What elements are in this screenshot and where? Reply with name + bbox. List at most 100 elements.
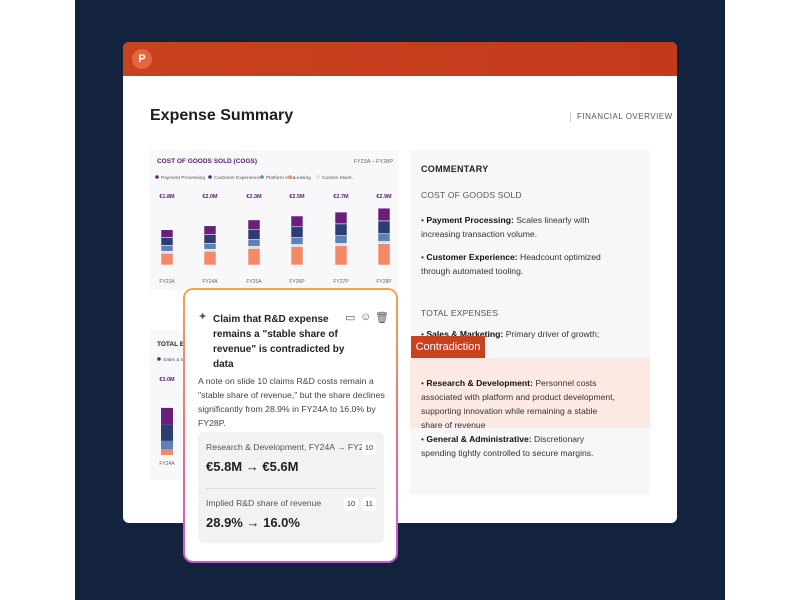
- bar-segment: [377, 243, 391, 266]
- bullet-text: Headcount optimized through automated to…: [421, 252, 601, 276]
- badge: 10: [362, 441, 376, 455]
- value-label: €3.0M: [159, 377, 175, 383]
- bar-segment: [247, 219, 261, 230]
- chart-range: FY23A – FY28P: [354, 159, 394, 165]
- section-label: FINANCIAL OVERVIEW: [570, 112, 673, 122]
- legend-label: Custom Maint.: [322, 175, 353, 181]
- bullet-text: Scales linearly with increasing transact…: [421, 215, 590, 239]
- bar-segment: [377, 241, 391, 244]
- bullet-label: Customer Experience:: [426, 252, 518, 262]
- popup-text: A note on slide 10 claims R&D costs rema…: [198, 376, 385, 428]
- comment-icon[interactable]: ▭: [345, 312, 356, 324]
- legend-label: Leasing: [294, 175, 311, 181]
- bar-segment: [290, 226, 304, 238]
- total-label: €2.7M: [333, 194, 349, 200]
- popup-body: ✦ Claim that R&D expense remains a "stab…: [185, 290, 396, 561]
- x-tick-label: FY27P: [333, 279, 349, 285]
- bar-segment: [334, 211, 348, 225]
- bar-part: [161, 440, 173, 450]
- bar-segment: [377, 207, 391, 222]
- bullet-label: Payment Processing:: [426, 215, 514, 225]
- total-label: €1.8M: [159, 194, 175, 200]
- legend-marker: [288, 175, 292, 179]
- bullet: • Payment Processing: Scales linearly wi…: [421, 215, 590, 239]
- bar-segment: [160, 229, 174, 238]
- bar-segment: [377, 233, 391, 242]
- legend-label: Customer Experience: [214, 175, 260, 181]
- delete-icon[interactable]: 🗑: [375, 312, 389, 324]
- sparkle-icon: ✦: [198, 311, 208, 323]
- total-label: €2.9M: [376, 194, 392, 200]
- legend-marker: [157, 357, 161, 361]
- bullet: • Research & Development: Personnel cost…: [421, 378, 615, 430]
- card: [150, 150, 398, 290]
- total-label: €2.3M: [246, 194, 262, 200]
- bar-segment: [377, 220, 391, 234]
- x-tick-label: FY25A: [246, 279, 262, 285]
- bar-part: [161, 407, 173, 425]
- bar-segment: [247, 229, 261, 240]
- bar-part: [161, 424, 173, 441]
- bar-segment: [247, 246, 261, 249]
- bar-part: [161, 449, 173, 455]
- commentary-title: COMMENTARY: [421, 164, 489, 174]
- chart-title: COST OF GOODS SOLD (COGS): [157, 158, 257, 165]
- bullet-label: Sales & Marketing:: [426, 329, 504, 339]
- highlight: [410, 358, 650, 428]
- bullet-label: Research & Development:: [426, 378, 533, 388]
- slide-title: Expense Summary: [150, 107, 294, 124]
- legend-label: Sales & Ma: [163, 357, 188, 363]
- bar-segment: [334, 243, 348, 246]
- total-label: €2.0M: [202, 194, 218, 200]
- cogs-chart: COST OF GOODS SOLD (COGS) FY23A – FY28P Pa…: [150, 150, 398, 290]
- bar-segment: [334, 235, 348, 244]
- x-tick-label: FY24A: [159, 461, 175, 467]
- bar-segment: [290, 237, 304, 245]
- bar-segment: [160, 252, 174, 266]
- bullet-label: General & Administrative:: [426, 434, 532, 444]
- bar-segment: [334, 223, 348, 236]
- section-heading: COST OF GOODS SOLD: [421, 190, 522, 200]
- section-heading: TOTAL EXPENSES: [421, 308, 499, 318]
- bullet: • General & Administrative: Discretionar…: [421, 434, 594, 458]
- bar-segment: [160, 245, 174, 252]
- legend-marker: [316, 175, 320, 179]
- fact-value: €5.8M → €5.6M: [206, 459, 299, 474]
- legend-marker: [260, 175, 264, 179]
- commentary-panel: [410, 150, 650, 495]
- legend-marker: [208, 175, 212, 179]
- bullet: • Customer Experience: Headcount optimiz…: [421, 252, 601, 276]
- bar-segment: [290, 246, 304, 266]
- x-tick-label: FY24A: [202, 279, 218, 285]
- legend-marker: [155, 175, 159, 179]
- emoji-icon[interactable]: ☺: [360, 311, 372, 323]
- bar-segment: [334, 245, 348, 266]
- bar-segment: [160, 251, 174, 254]
- bar-segment: [203, 243, 217, 250]
- badge: 10: [344, 497, 358, 511]
- x-tick-label: FY26P: [289, 279, 305, 285]
- x-tick-label: FY28P: [376, 279, 392, 285]
- fact-label: Research & Development, FY24A → FY28P: [206, 442, 375, 452]
- bar-segment: [203, 234, 217, 244]
- bar-segment: [290, 215, 304, 228]
- facts-card: Research & Development, FY24A → FY28P €5.…: [198, 432, 384, 543]
- badge: 11: [362, 497, 376, 511]
- title-bar: P: [123, 42, 677, 76]
- fact-value: 28.9% → 16.0%: [206, 515, 300, 530]
- bar-segment: [290, 244, 304, 247]
- divider: [206, 488, 376, 489]
- bar-segment: [203, 249, 217, 252]
- contradiction-tag: Contradiction: [411, 336, 485, 358]
- legend-label: Payment Processing: [161, 175, 205, 181]
- chart-title: TOTAL EX: [157, 341, 189, 348]
- total-label: €2.5M: [289, 194, 305, 200]
- commentary-text: COMMENTARY COST OF GOODS SOLD • Payment Pr…: [410, 150, 650, 495]
- legend-label: Platform Infra: [266, 175, 295, 181]
- bullet-text: Personnel costs associated with platform…: [421, 378, 615, 430]
- popup: ✦ Claim that R&D expense remains a "stab…: [183, 288, 398, 563]
- popup-title: Claim that R&D expense remains a "stable…: [213, 314, 345, 370]
- bar-segment: [203, 251, 217, 266]
- bar-segment: [160, 237, 174, 246]
